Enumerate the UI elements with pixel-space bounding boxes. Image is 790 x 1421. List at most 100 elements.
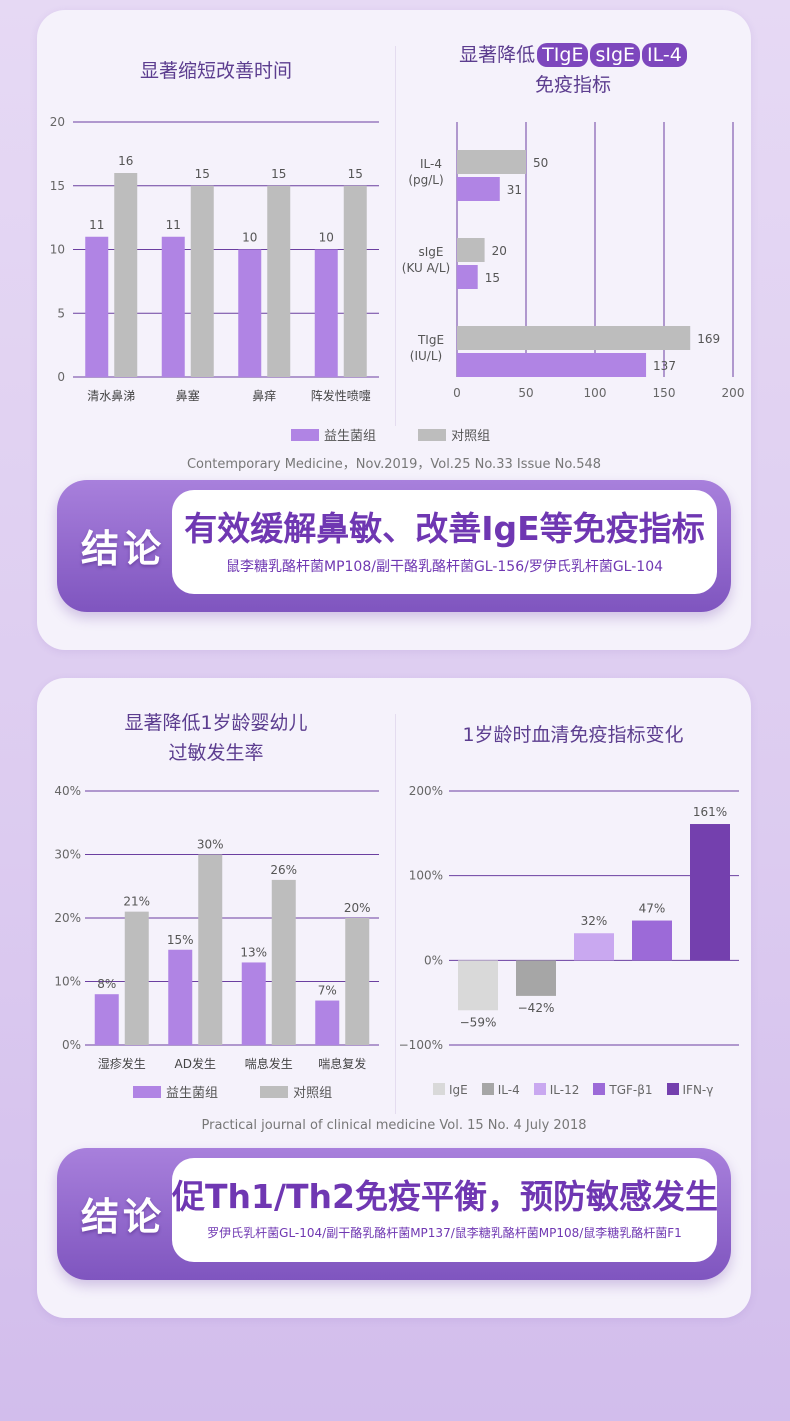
bar-control <box>457 326 691 350</box>
title-tag-tige: TIgE <box>537 43 589 67</box>
bar-control <box>198 854 223 1045</box>
data-label: 7% <box>318 984 337 998</box>
legend-label: IL-4 <box>497 1083 520 1097</box>
data-label: 10 <box>242 231 257 245</box>
conclusion-strains: 鼠李糖乳酪杆菌MP108/副干酪乳酪杆菌GL-156/罗伊氏乳杆菌GL-104 <box>225 559 664 575</box>
y-tick-label: 15 <box>50 179 65 193</box>
x-tick-label: 100 <box>584 386 607 400</box>
y-tick-label: 0% <box>424 953 443 967</box>
legend-item: TGF-β1 <box>593 1083 653 1097</box>
data-label: −59% <box>460 1015 497 1029</box>
y-category-label: IL-4 <box>420 157 442 171</box>
bar-control <box>343 185 367 377</box>
bar-control <box>267 185 291 377</box>
bar-probiotic <box>85 236 109 377</box>
y-category-unit: (IU/L) <box>410 349 442 363</box>
legend-swatch-control <box>260 1086 289 1098</box>
legend-swatch <box>433 1083 445 1095</box>
bar-probiotic <box>314 249 338 377</box>
data-label: 15% <box>167 933 194 947</box>
data-label: 20 <box>492 244 507 258</box>
legend-swatch-probiotic <box>291 429 319 441</box>
legend-item: IL-4 <box>481 1083 520 1097</box>
chart-title-improvement-time: 显著缩短改善时间 <box>139 60 292 82</box>
legend-swatch-control <box>418 429 447 441</box>
y-tick-label: 100% <box>409 869 443 883</box>
legend-swatch <box>666 1083 679 1095</box>
y-tick-label: 20 <box>50 115 65 129</box>
bar-probiotic <box>94 994 119 1045</box>
data-label: 11 <box>166 218 181 232</box>
allergy-relief-card: 显著缩短改善时间 显著降低 TIgE sIgE IL-4 免疫指标 0 5 10 15 20 1… <box>37 10 751 650</box>
legend-swatch <box>593 1083 606 1095</box>
data-label: 16 <box>118 154 133 168</box>
conclusion-box: 有效缓解鼻敏、改善IgE等免疫指标 鼠李糖乳酪杆菌MP108/副干酪乳酪杆菌GL… <box>172 490 717 594</box>
x-tick-label: 0 <box>453 386 461 400</box>
x-tick-label: AD发生 <box>175 1056 216 1071</box>
data-label: 11 <box>89 218 104 232</box>
chart-title-serum-markers: 1岁龄时血清免疫指标变化 <box>462 724 684 746</box>
data-label: 20% <box>344 901 371 915</box>
bar-control <box>271 879 296 1045</box>
legend-label: IgE <box>449 1083 468 1097</box>
y-category-label: sIgE <box>419 245 444 259</box>
legend-swatch <box>533 1083 546 1095</box>
legend-label: IL-12 <box>549 1083 580 1097</box>
y-category-label: TIgE <box>417 333 444 347</box>
chart-title-immune-markers: 显著降低 TIgE sIgE IL-4 <box>395 40 751 67</box>
x-tick-label: 鼻塞 <box>176 388 200 403</box>
bar-tgf-1 <box>632 920 672 961</box>
conclusion-label: 结论 <box>81 1195 166 1239</box>
y-tick-label: 40% <box>54 784 81 798</box>
y-tick-label: 10 <box>50 243 65 257</box>
chart-title-immune-markers-line2: 免疫指标 <box>534 74 611 96</box>
data-label: 47% <box>639 902 666 916</box>
data-label: 26% <box>270 863 297 877</box>
x-tick-label: 清水鼻涕 <box>87 388 135 403</box>
legend-item-probiotic: 益生菌组 <box>133 1086 218 1101</box>
y-tick-label: 0% <box>62 1038 81 1052</box>
x-tick-label: 湿疹发生 <box>98 1056 146 1071</box>
x-tick-label: 喘息发生 <box>245 1056 293 1071</box>
legend-item-probiotic: 益生菌组 <box>291 429 376 444</box>
data-label: 169 <box>697 332 720 346</box>
data-label: 8% <box>97 977 116 991</box>
source-citation: Practical journal of clinical medicine V… <box>201 1118 587 1133</box>
conclusion-strains: 罗伊氏乳杆菌GL-104/副干酪乳酪杆菌MP137/鼠李糖乳酪杆菌MP108/鼠… <box>207 1226 682 1240</box>
chart-divider <box>395 46 396 426</box>
x-tick-label: 150 <box>653 386 676 400</box>
y-tick-label: 0 <box>57 370 65 384</box>
x-tick-label: 喘息复发 <box>318 1056 366 1071</box>
legend-swatch <box>481 1083 494 1095</box>
y-category-unit: (KU A/L) <box>402 261 450 275</box>
bar-probiotic <box>457 177 500 201</box>
data-label: 13% <box>240 945 267 959</box>
bar-probiotic <box>238 249 262 377</box>
bar-control <box>124 911 149 1045</box>
bar-ige <box>458 960 498 1011</box>
legend-card2-left: 益生菌组 对照组 <box>133 1082 370 1101</box>
symptom-duration-bar-chart: 0 5 10 15 20 11 16 清水鼻涕 11 15 鼻塞 10 15 鼻痒 10 15 阵发性喷嚏 <box>50 115 379 403</box>
title-tag-il4: IL-4 <box>642 43 687 67</box>
allergy-incidence-bar-chart: 0% 10% 20% 30% 40% 8% 21% 湿疹发生 15% 30% AD发生 13% 26% 喘… <box>54 784 379 1071</box>
chart-title-allergy-incidence-line2: 过敏发生率 <box>168 742 264 764</box>
title-tag-sige: sIgE <box>590 43 641 67</box>
conclusion-headline: 促Th1/Th2免疫平衡，预防敏感发生 <box>172 1177 718 1216</box>
data-label: 32% <box>581 914 608 928</box>
legend-swatch-probiotic <box>133 1086 161 1098</box>
bar-probiotic <box>457 353 647 377</box>
chart-divider <box>395 714 396 1114</box>
legend-item-control: 对照组 <box>260 1086 332 1101</box>
legend-label: IFN-γ <box>682 1083 714 1097</box>
source-citation: Contemporary Medicine，Nov.2019，Vol.25 No… <box>186 457 602 472</box>
bar-probiotic <box>457 265 478 289</box>
bar-probiotic <box>241 962 266 1045</box>
data-label: 15 <box>485 271 500 285</box>
data-label: 15 <box>348 167 363 181</box>
conclusion-label: 结论 <box>81 527 166 571</box>
x-tick-label: 鼻痒 <box>252 388 276 403</box>
bar-control <box>114 173 138 377</box>
bar-ifn- <box>690 824 730 961</box>
bar-control <box>190 185 214 377</box>
data-label: 50 <box>533 156 548 170</box>
